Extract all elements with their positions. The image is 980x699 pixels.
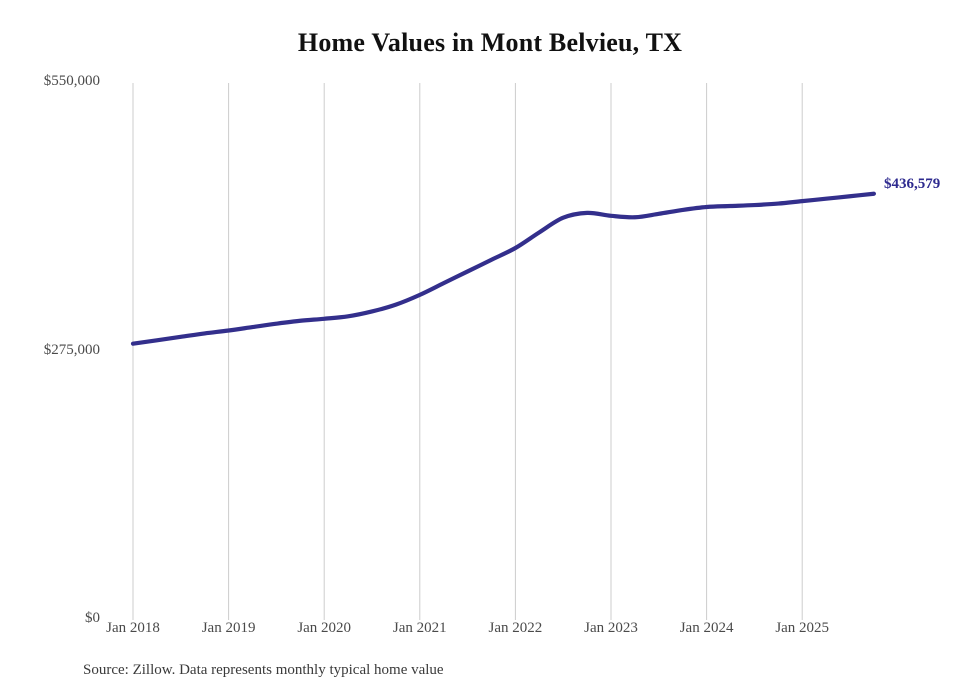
x-axis-tick-label: Jan 2024 [679, 620, 734, 636]
line-series-path [130, 191, 876, 346]
gridlines [132, 83, 803, 620]
page-title: Home Values in Mont Belvieu, TX [297, 28, 683, 57]
y-axis-tick-label: $550,000 [43, 73, 100, 89]
x-axis-tick-label: Jan 2022 [488, 620, 543, 636]
x-axis-tick-label: Jan 2025 [775, 620, 830, 636]
source-note: Source: Zillow. Data represents monthly … [83, 662, 444, 678]
x-axis-tick-label: Jan 2023 [584, 620, 638, 636]
y-axis-tick-label: $275,000 [43, 341, 100, 358]
x-axis-tick-label: Jan 2021 [392, 620, 447, 636]
x-axis-tick-label: Jan 2018 [106, 620, 160, 636]
x-axis-tick-label: Jan 2020 [297, 620, 352, 636]
x-axis-tick-label: Jan 2019 [201, 620, 256, 636]
end-value-label: $436,579 [884, 176, 941, 192]
y-axis-tick-label: $0 [85, 610, 100, 626]
series-home-values [130, 191, 876, 346]
